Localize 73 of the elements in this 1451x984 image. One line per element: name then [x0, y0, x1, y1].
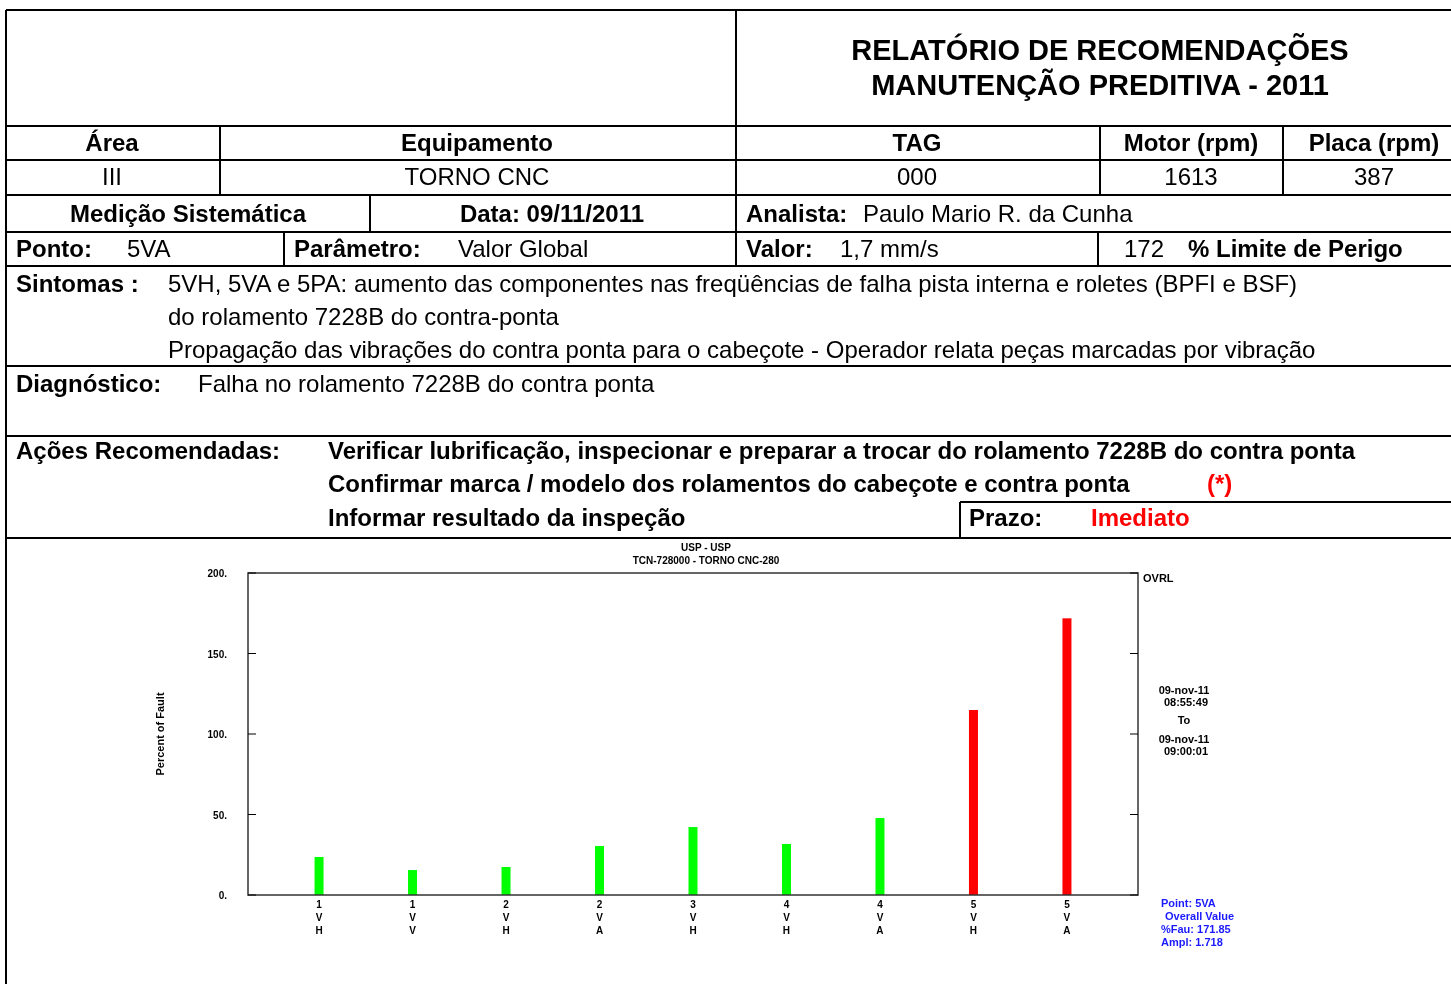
text: % Limite de Perigo — [1188, 235, 1403, 262]
text: RELATÓRIO DE RECOMENDAÇÕES — [851, 33, 1349, 66]
bar — [595, 846, 605, 895]
text: Medição Sistemática — [69, 200, 307, 227]
text: Equipamento — [400, 129, 554, 156]
text: 5VA — [127, 235, 171, 262]
y-tick-label: 100. — [207, 729, 228, 740]
x-tick-label: 2VA — [595, 899, 604, 936]
text: 1613 — [1164, 163, 1218, 190]
x-tick-label: 3VH — [689, 899, 697, 936]
text: Diagnóstico: — [16, 370, 162, 397]
bar — [688, 827, 698, 895]
x-tick-label: 5VA — [1063, 899, 1071, 936]
x-tick-label: 4VA — [876, 899, 884, 936]
text: 09-nov-11 — [1158, 733, 1210, 745]
text: Verificar lubrificação, inspecionar e preparar a trocar do rolamento 7228B do contra ponta — [328, 437, 1356, 464]
text: Motor (rpm) — [1123, 129, 1259, 156]
text: 09-nov-11 — [1158, 684, 1210, 696]
text: TORNO CNC — [404, 163, 550, 190]
text: Propagação das vibrações do contra ponta para o cabeçote - Operador relata peças marcadas por vibração — [168, 336, 1316, 363]
text: 000 — [896, 163, 938, 190]
text: Analista: — [746, 200, 848, 227]
text: Placa (rpm) — [1308, 129, 1440, 156]
text: MANUTENÇÃO PREDITIVA - 2011 — [871, 68, 1329, 101]
chart-subtitle: TCN-728000 - TORNO CNC-280 — [632, 555, 780, 566]
x-tick-label: 2VH — [502, 899, 510, 936]
text: Point: 5VA — [1161, 897, 1216, 909]
bar — [968, 710, 978, 895]
text: Imediato — [1091, 504, 1190, 531]
y-tick-label: 0. — [218, 890, 228, 901]
text: Falha no rolamento 7228B do contra ponta — [198, 370, 655, 397]
text: III — [101, 163, 123, 190]
text: Overall Value — [1165, 910, 1235, 922]
y-tick-label: 200. — [207, 568, 228, 579]
text: Informar resultado da inspeção — [328, 504, 686, 531]
text: (*) — [1207, 470, 1233, 497]
text: TAG — [892, 129, 942, 156]
text: Ampl: 1.718 — [1161, 936, 1223, 948]
text: Paulo Mario R. da Cunha — [863, 200, 1134, 227]
y-axis-title: Percent of Fault — [154, 692, 166, 776]
text: do rolamento 7228B do contra-ponta — [168, 303, 560, 330]
text: 172 — [1124, 235, 1165, 262]
text: Prazo: — [969, 504, 1043, 531]
text: OVRL — [1143, 572, 1174, 584]
bar — [1062, 618, 1072, 895]
bar — [875, 818, 885, 895]
y-tick-label: 150. — [207, 648, 228, 660]
bar — [781, 843, 791, 895]
text: Ações Recomendadas: — [16, 437, 281, 464]
x-tick-label: 1VH — [315, 899, 323, 936]
x-tick-label: 5VH — [969, 899, 978, 936]
text: Valor: — [746, 235, 813, 262]
x-tick-label: 1VV — [409, 899, 417, 936]
y-tick-label: 50. — [213, 809, 228, 821]
text: Valor Global — [458, 235, 589, 262]
text: Data: 09/11/2011 — [459, 200, 645, 227]
text: %Fau: 171.85 — [1161, 923, 1231, 935]
bar — [501, 866, 511, 895]
bar — [408, 870, 418, 895]
text: Ponto: — [16, 235, 92, 262]
text: 08:55:49 — [1163, 696, 1209, 708]
chart-title: USP - USP — [681, 542, 732, 553]
text: Confirmar marca / modelo dos rolamentos do cabeçote e contra ponta — [328, 470, 1131, 497]
text: 09:00:01 — [1163, 745, 1209, 757]
text: To — [1177, 714, 1191, 726]
text: Área — [85, 129, 140, 156]
text: 1,7 mm/s — [840, 235, 939, 262]
text: 387 — [1353, 163, 1395, 190]
text: 5VH, 5VA e 5PA: aumento das componentes nas freqüências de falha pista interna e roletes (BPFI e BSF) — [168, 270, 1298, 297]
x-tick-label: 4VH — [782, 899, 791, 936]
text: Parâmetro: — [294, 235, 421, 262]
text: Sintomas : — [16, 270, 139, 297]
bar — [314, 857, 324, 895]
